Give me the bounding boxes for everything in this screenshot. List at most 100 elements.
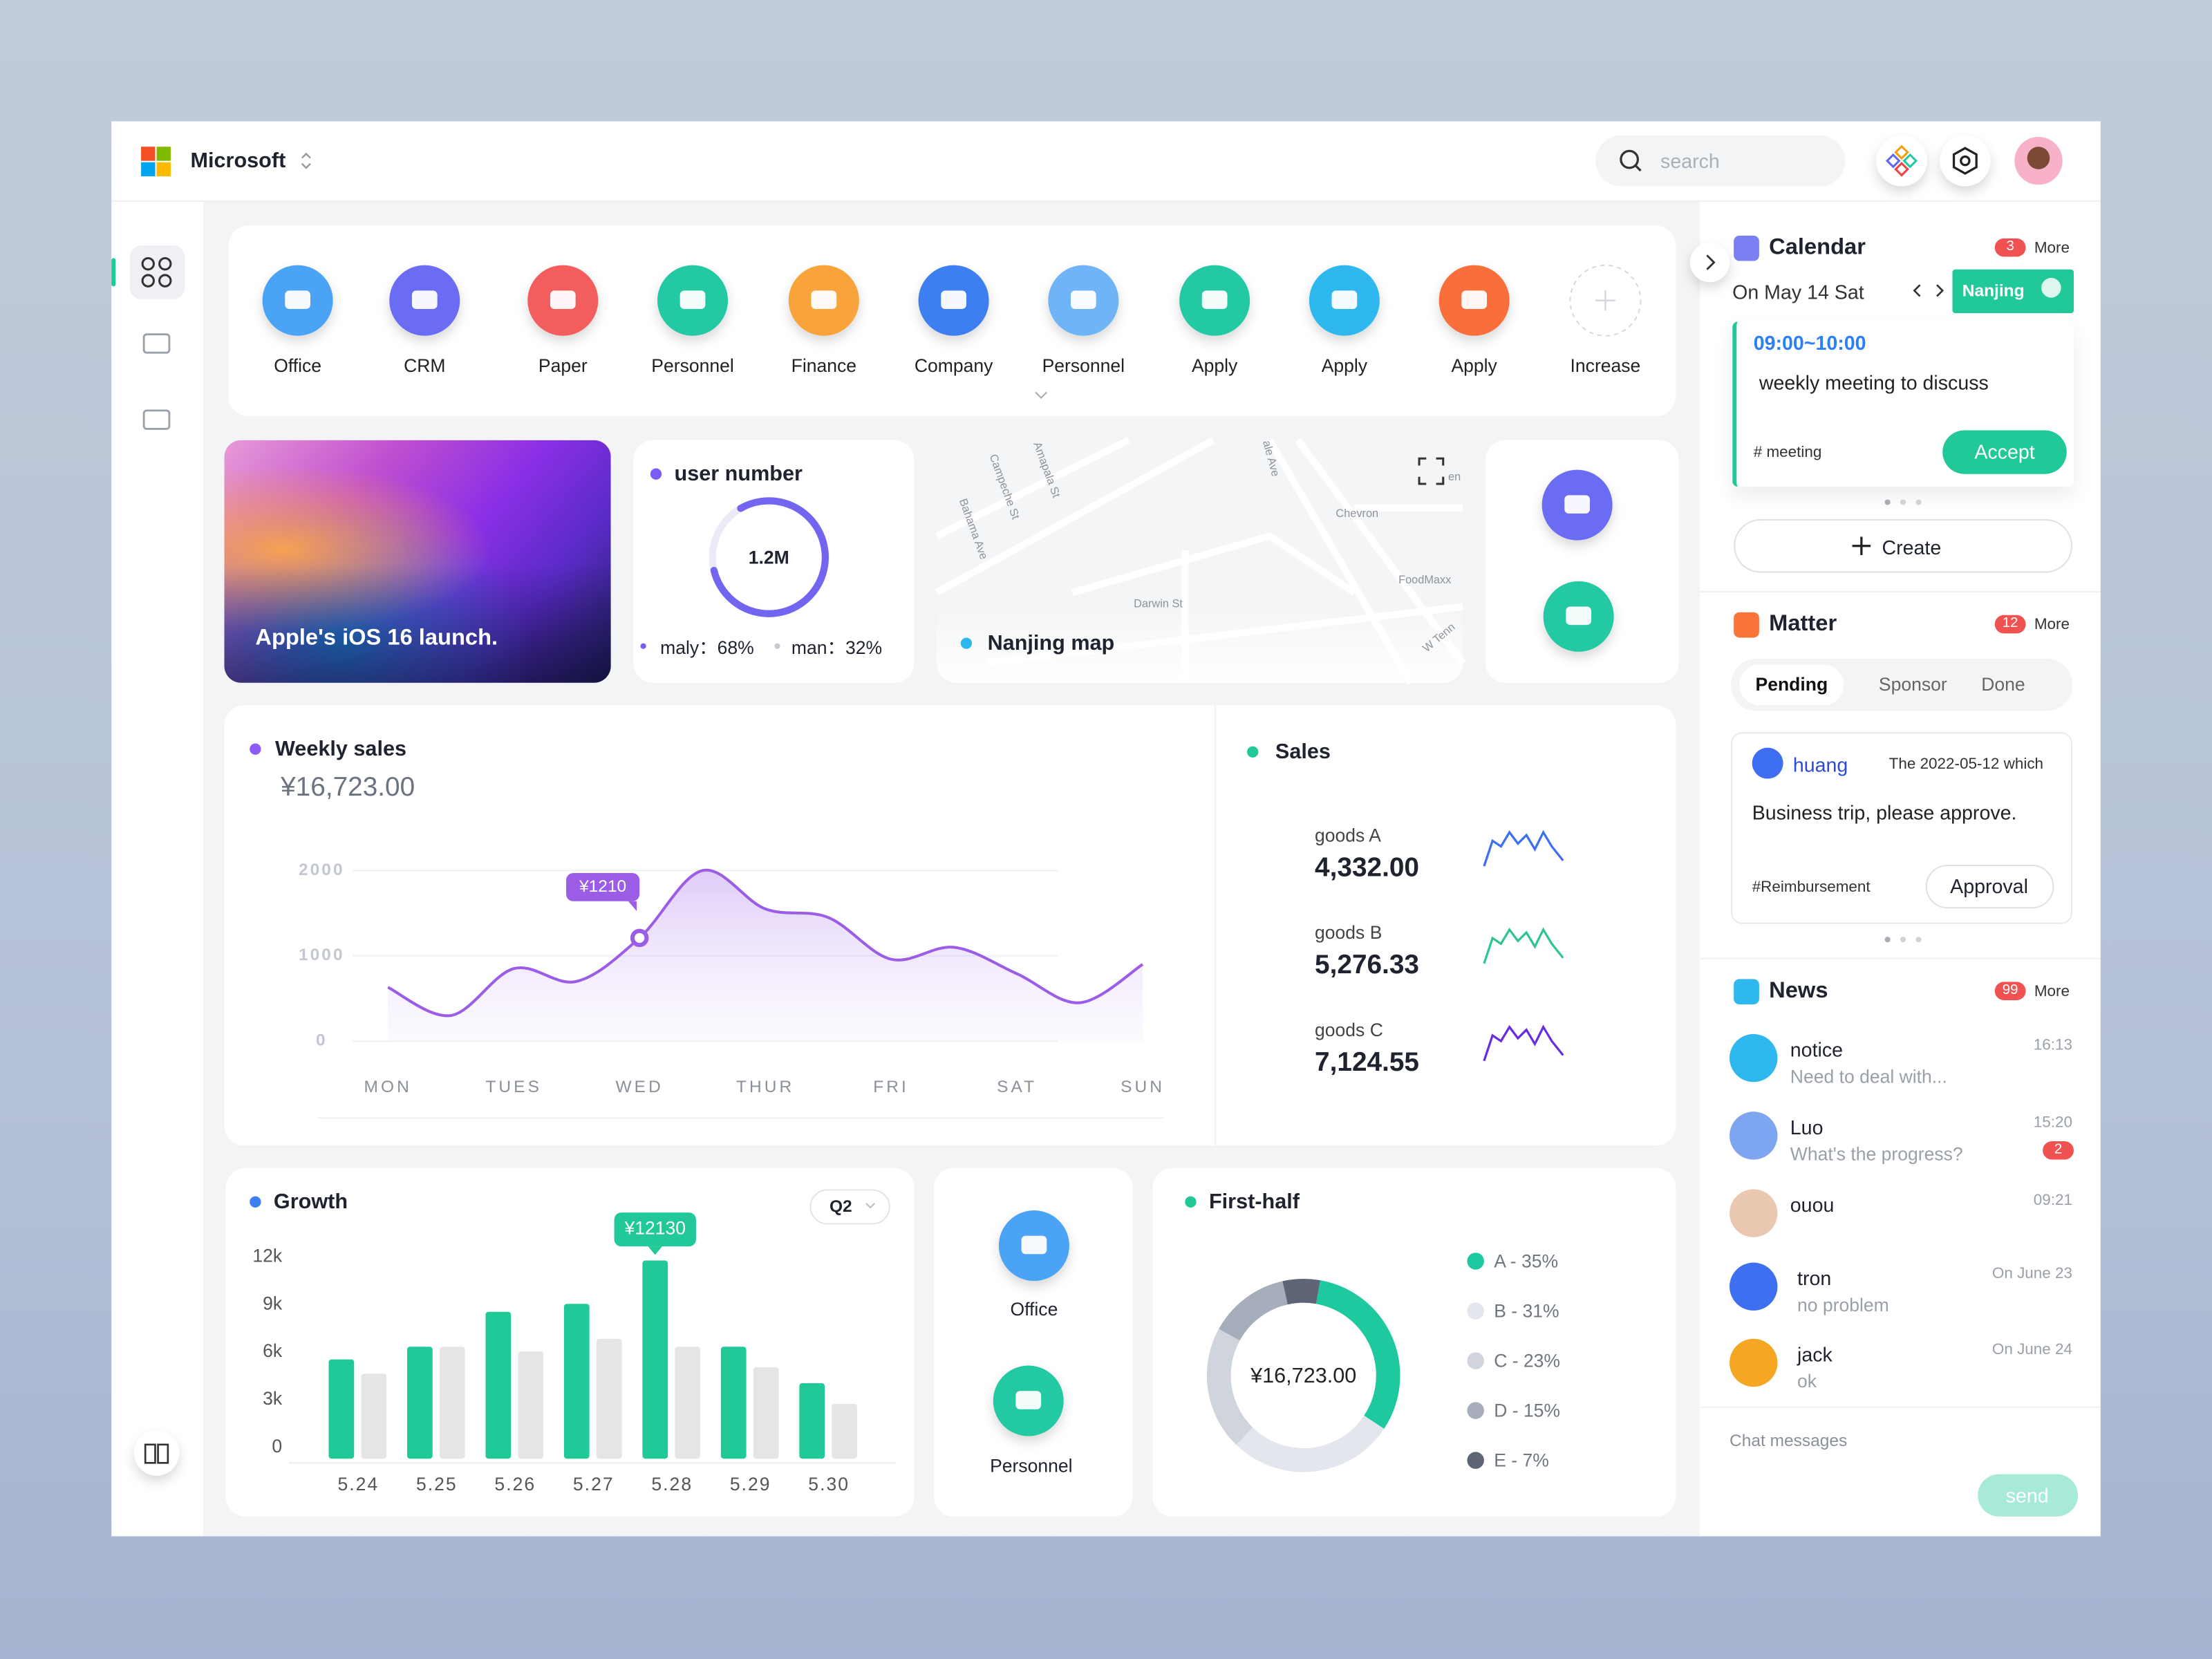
app-label[interactable]: Office — [274, 355, 322, 376]
badge — [1994, 238, 2026, 257]
map-road — [1295, 438, 1466, 666]
tab-active[interactable] — [1739, 664, 1844, 706]
bar — [596, 1338, 622, 1459]
app-label[interactable]: CRM — [404, 355, 446, 376]
app-icon-glyph — [285, 290, 310, 309]
quick-icon — [1543, 581, 1614, 652]
apps-glyph — [1885, 153, 1901, 169]
nav-icon — [158, 274, 172, 288]
sparkline — [1483, 1024, 1564, 1062]
settings-glyph — [1952, 147, 1978, 175]
card-title: user number — [674, 462, 803, 487]
nav-active[interactable] — [129, 245, 185, 299]
app-icon-glyph — [679, 290, 706, 309]
app-label[interactable]: Apply — [1321, 355, 1368, 376]
settings-glyph — [1960, 155, 1971, 167]
approval-button[interactable] — [1925, 865, 2054, 909]
bar — [675, 1347, 701, 1459]
news-name[interactable]: ouou — [1790, 1193, 1835, 1217]
prev — [1913, 284, 1921, 297]
news-name[interactable]: tron — [1797, 1266, 1832, 1290]
dot — [650, 468, 662, 480]
more-link[interactable]: More — [2034, 983, 2070, 1000]
dot — [250, 1196, 261, 1208]
create[interactable]: Create — [1882, 536, 1942, 559]
news-avatar — [1730, 1033, 1778, 1082]
app-icon-glyph — [941, 290, 966, 309]
app-icon-glyph — [1070, 290, 1096, 309]
shortcut-label[interactable]: Office — [1010, 1298, 1058, 1320]
donut-segment — [1206, 1278, 1400, 1472]
app-label[interactable]: Increase — [1570, 355, 1641, 376]
app-label[interactable]: Personnel — [651, 355, 734, 376]
tab[interactable]: Done — [1981, 673, 2025, 695]
legend-swatch — [1467, 1302, 1484, 1320]
legend-swatch — [1467, 1452, 1484, 1469]
section-icon — [1734, 612, 1759, 638]
search-icon — [1620, 149, 1640, 169]
map-road — [1071, 532, 1357, 597]
app-label[interactable]: Finance — [791, 355, 857, 376]
accept-button[interactable] — [1942, 430, 2067, 474]
bar — [720, 1347, 747, 1459]
brand-chevron — [301, 152, 311, 169]
apps-glyph — [1894, 144, 1909, 160]
settings-button — [1940, 135, 1991, 187]
stat: maly：68% — [660, 637, 754, 659]
send-button[interactable] — [1978, 1474, 2079, 1517]
more-link[interactable]: More — [2034, 616, 2070, 634]
news-name[interactable]: Luo — [1790, 1116, 1824, 1138]
period-select[interactable] — [809, 1189, 890, 1225]
search-placeholder: search — [1660, 149, 1720, 172]
shortcut-label[interactable]: Personnel — [990, 1455, 1073, 1477]
app-label[interactable]: Apply — [1191, 355, 1238, 376]
more-link[interactable]: More — [2034, 239, 2070, 257]
legend-label: A - 35% — [1494, 1251, 1558, 1272]
map-road — [1266, 438, 1414, 685]
collapse-button — [1689, 243, 1730, 283]
accept[interactable]: Accept — [1974, 440, 2035, 463]
tab[interactable]: Pending — [1755, 673, 1828, 695]
news-name[interactable]: notice — [1790, 1038, 1844, 1061]
sparkline — [1483, 830, 1564, 867]
news-avatar — [1730, 1262, 1778, 1311]
app-icon-glyph — [1461, 290, 1488, 309]
next — [1936, 284, 1944, 297]
x-tick-label: WED — [615, 1078, 663, 1096]
legend-label: C - 23% — [1494, 1351, 1560, 1371]
approval[interactable]: Approval — [1950, 874, 2028, 897]
send[interactable]: send — [2005, 1483, 2049, 1507]
news-name[interactable]: jack — [1797, 1342, 1833, 1366]
news-message: What's the progress? — [1790, 1143, 1963, 1165]
app-label[interactable]: Paper — [538, 355, 588, 376]
axis-line — [317, 1117, 1164, 1119]
card-title: First-half — [1208, 1190, 1300, 1215]
city: Nanjing — [1962, 281, 2025, 301]
shortcut-icon-glyph — [1015, 1391, 1042, 1409]
badge: 3 — [2006, 238, 2014, 255]
sparkline — [1483, 927, 1564, 964]
create-button[interactable] — [1734, 519, 2072, 573]
add-app-plus — [1595, 290, 1615, 310]
nav-icon — [141, 274, 155, 288]
y-tick-label: 0 — [316, 1031, 328, 1050]
app-label[interactable]: Personnel — [1042, 355, 1125, 376]
tab[interactable]: Sponsor — [1878, 673, 1947, 695]
x-tick-label: TUES — [485, 1078, 542, 1096]
chat-input[interactable]: Chat messages — [1730, 1430, 1848, 1450]
badge: 2 — [2054, 1142, 2063, 1158]
app-icon — [1309, 265, 1380, 336]
app-icon — [1438, 265, 1510, 336]
separator — [1700, 1406, 2101, 1408]
apps-glyph — [1902, 153, 1918, 169]
tooltip — [566, 872, 640, 901]
value-label: ¥12130 — [624, 1218, 686, 1239]
app-label[interactable]: Apply — [1451, 355, 1497, 376]
apps-glyph — [1894, 162, 1909, 177]
tooltip — [614, 1212, 696, 1247]
logo-square — [156, 147, 171, 161]
app-label[interactable]: Company — [914, 355, 993, 376]
y-tick-label: 3k — [263, 1388, 283, 1409]
dot — [960, 637, 973, 649]
